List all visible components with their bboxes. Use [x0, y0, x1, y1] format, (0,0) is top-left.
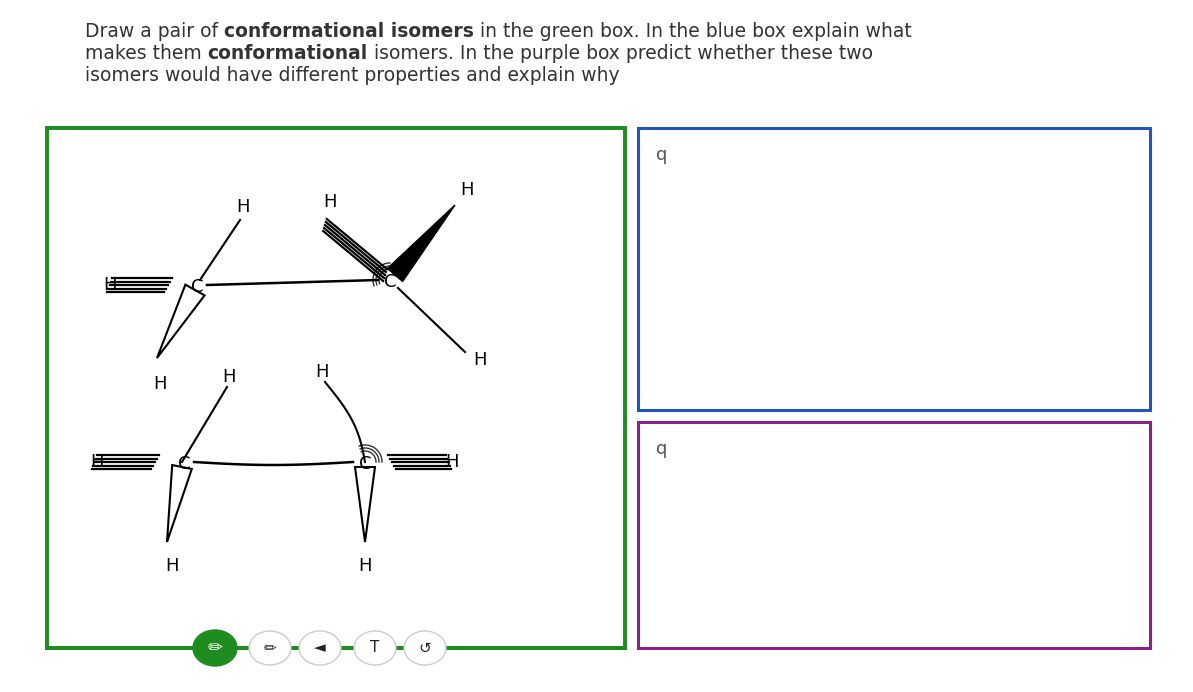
- Bar: [638, 128, 1150, 410]
- Text: H: H: [222, 368, 236, 386]
- Text: conformational isomers: conformational isomers: [224, 22, 474, 41]
- Polygon shape: [157, 284, 205, 358]
- Text: H: H: [315, 363, 329, 381]
- Ellipse shape: [249, 631, 291, 665]
- Text: H: H: [323, 193, 336, 211]
- Ellipse shape: [299, 631, 341, 665]
- Text: H: H: [460, 181, 474, 199]
- Text: H: H: [236, 198, 249, 216]
- Polygon shape: [388, 205, 455, 282]
- Ellipse shape: [404, 631, 446, 665]
- Text: conformational: conformational: [208, 44, 367, 63]
- Ellipse shape: [193, 630, 237, 666]
- Text: isomers would have different properties and explain why: isomers would have different properties …: [85, 66, 619, 85]
- Text: H: H: [472, 351, 487, 369]
- Text: H: H: [358, 557, 372, 575]
- Text: H: H: [445, 453, 458, 471]
- Text: q: q: [656, 440, 667, 458]
- Text: H: H: [166, 557, 179, 575]
- Bar: [47, 128, 625, 648]
- Text: C: C: [191, 278, 203, 296]
- Text: ✏: ✏: [208, 639, 223, 657]
- Text: q: q: [656, 146, 667, 164]
- Text: ◄: ◄: [314, 641, 326, 655]
- Text: T: T: [370, 641, 379, 655]
- Polygon shape: [167, 465, 192, 542]
- Text: H: H: [104, 276, 117, 294]
- Text: C: C: [178, 455, 190, 473]
- Text: C: C: [359, 455, 371, 473]
- Text: H: H: [91, 453, 104, 471]
- Text: H: H: [153, 375, 167, 393]
- Polygon shape: [356, 467, 375, 542]
- Text: isomers. In the purple box predict whether these two: isomers. In the purple box predict wheth…: [367, 44, 873, 63]
- Text: Draw a pair of: Draw a pair of: [85, 22, 224, 41]
- Text: ✏: ✏: [264, 641, 277, 655]
- Text: C: C: [384, 273, 396, 291]
- Text: ↺: ↺: [419, 641, 432, 655]
- Ellipse shape: [354, 631, 396, 665]
- Bar: [638, 422, 1150, 648]
- Text: makes them: makes them: [85, 44, 208, 63]
- Text: in the green box. In the blue box explain what: in the green box. In the blue box explai…: [474, 22, 911, 41]
